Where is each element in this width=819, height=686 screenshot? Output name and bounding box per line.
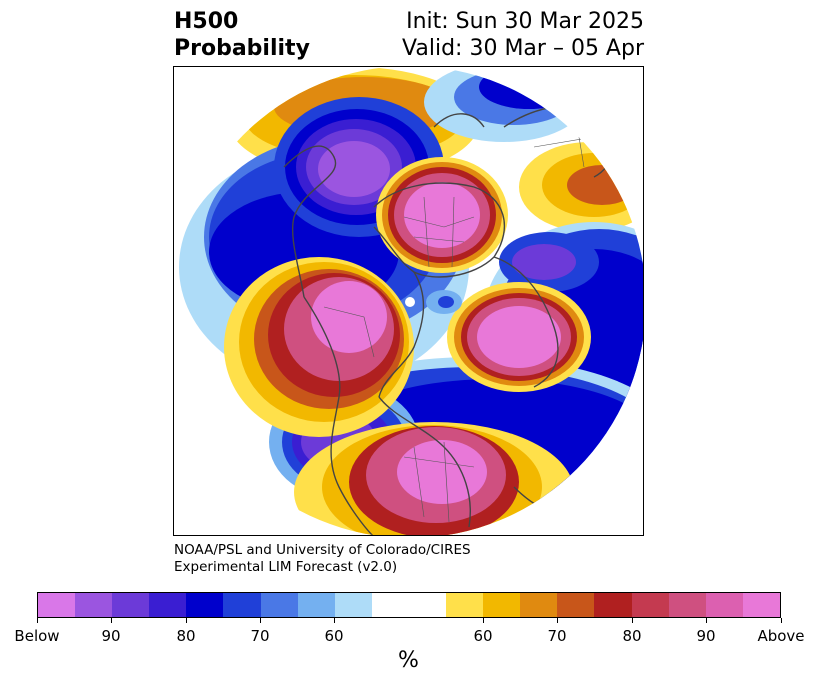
- colorbar-tick-label: 60: [324, 627, 344, 645]
- colorbar-tick-label: 80: [176, 627, 196, 645]
- colorbar-segment: [594, 593, 632, 617]
- colorbar-tick-label: 90: [696, 627, 716, 645]
- chart-title: H500 Probability: [174, 8, 310, 62]
- colorbar-tick-mark: [781, 618, 782, 623]
- warm-anomaly-north-center: [376, 157, 508, 273]
- colorbar-segment: [408, 593, 447, 617]
- colorbar-segment: [260, 593, 298, 617]
- colorbar-segment: [149, 593, 187, 617]
- title-line-1: H500: [174, 9, 239, 34]
- warm-anomaly-west: [224, 257, 414, 437]
- colorbar-segment: [742, 593, 780, 617]
- colorbar-unit-label: %: [398, 648, 419, 673]
- colorbar-segment: [705, 593, 743, 617]
- probability-field: [174, 67, 643, 535]
- credit-text: NOAA/PSL and University of Colorado/CIRE…: [174, 542, 471, 576]
- colorbar-segment: [75, 593, 113, 617]
- probability-map: [173, 66, 644, 536]
- credit-line-1: NOAA/PSL and University of Colorado/CIRE…: [174, 542, 471, 558]
- colorbar-tick-mark: [111, 618, 112, 623]
- colorbar-tick-mark: [334, 618, 335, 623]
- colorbar-tick-mark: [37, 618, 38, 623]
- map-canvas: [174, 67, 643, 535]
- colorbar-segment: [446, 593, 484, 617]
- colorbar-segment: [631, 593, 669, 617]
- colorbar-segment: [557, 593, 595, 617]
- colorbar-tick-label: Below: [14, 627, 60, 645]
- colorbar-segment: [112, 593, 150, 617]
- title-line-2: Probability: [174, 36, 310, 61]
- colorbar-tick-mark: [632, 618, 633, 623]
- colorbar-tick-label: 90: [101, 627, 121, 645]
- colorbar-tick-mark: [706, 618, 707, 623]
- colorbar-tick-label: 70: [250, 627, 270, 645]
- colorbar-tick-mark: [483, 618, 484, 623]
- colorbar: [37, 592, 781, 618]
- colorbar-segment: [520, 593, 558, 617]
- colorbar-segment: [186, 593, 224, 617]
- colorbar-segment: [668, 593, 706, 617]
- colorbar-tick-label: 80: [622, 627, 642, 645]
- colorbar-segment: [297, 593, 335, 617]
- colorbar-tick-mark: [260, 618, 261, 623]
- credit-line-2: Experimental LIM Forecast (v2.0): [174, 559, 398, 575]
- date-info: Init: Sun 30 Mar 2025 Valid: 30 Mar – 05…: [402, 8, 644, 62]
- colorbar-tick-mark: [557, 618, 558, 623]
- colorbar-tick-label: Above: [757, 627, 805, 645]
- warm-anomaly-east-center: [447, 282, 591, 392]
- colorbar-tick-label: 70: [547, 627, 567, 645]
- colorbar-tick-label: 60: [473, 627, 493, 645]
- valid-range: Valid: 30 Mar – 05 Apr: [402, 36, 644, 61]
- colorbar-segment: [223, 593, 261, 617]
- colorbar-segment: [334, 593, 372, 617]
- colorbar-segment: [38, 593, 76, 617]
- colorbar-segment: [483, 593, 521, 617]
- colorbar-tick-mark: [186, 618, 187, 623]
- init-date: Init: Sun 30 Mar 2025: [406, 9, 644, 34]
- colorbar-segment: [371, 593, 409, 617]
